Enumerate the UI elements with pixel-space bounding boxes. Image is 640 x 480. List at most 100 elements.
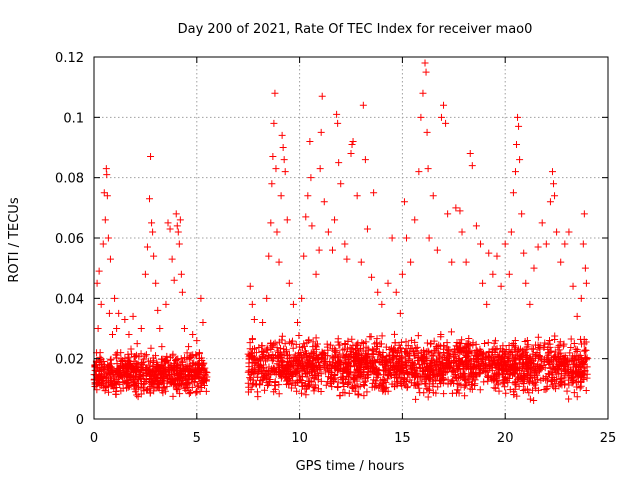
data-point — [420, 357, 428, 365]
data-point — [501, 358, 509, 366]
data-point — [343, 345, 351, 353]
data-point — [163, 357, 171, 365]
data-point — [100, 358, 108, 366]
data-point — [489, 270, 497, 278]
data-point — [462, 354, 470, 362]
data-point — [466, 150, 474, 158]
data-point — [349, 137, 357, 145]
data-point — [462, 364, 470, 372]
data-point — [193, 337, 201, 345]
data-point — [370, 189, 378, 197]
data-point — [437, 342, 445, 350]
data-point — [573, 361, 581, 369]
data-point — [306, 137, 314, 145]
y-tick-label: 0.1 — [63, 111, 84, 126]
data-point — [328, 246, 336, 254]
data-point — [429, 192, 437, 200]
data-point — [424, 165, 432, 173]
data-point — [174, 228, 182, 236]
data-point — [159, 363, 167, 371]
data-point — [177, 355, 185, 363]
data-point — [337, 373, 345, 381]
data-point — [289, 300, 297, 308]
data-point — [122, 384, 130, 392]
axis-ticks: 0 5 10 15 20 25 0 0.02 0.04 0.06 0.08 0.1 0.12 — [55, 51, 616, 446]
data-point — [573, 312, 581, 320]
data-point — [519, 386, 527, 394]
data-point — [537, 376, 545, 384]
data-point — [327, 368, 335, 376]
data-point — [152, 352, 160, 360]
data-point — [359, 101, 367, 109]
data-point — [563, 357, 571, 365]
data-point — [302, 213, 310, 221]
data-point — [364, 345, 372, 353]
data-point — [362, 338, 370, 346]
data-point — [437, 368, 445, 376]
data-point — [565, 395, 573, 403]
data-point — [200, 378, 208, 386]
data-point — [464, 340, 472, 348]
data-point — [199, 360, 207, 368]
y-tick-label: 0.02 — [55, 353, 84, 368]
data-point — [332, 348, 340, 356]
data-point — [550, 365, 558, 373]
data-point — [394, 357, 402, 365]
data-point — [351, 387, 359, 395]
data-point — [95, 267, 103, 275]
data-point — [263, 294, 271, 302]
data-point — [107, 355, 115, 363]
data-point — [363, 225, 371, 233]
data-point — [465, 359, 473, 367]
data-point — [259, 318, 267, 326]
data-point — [271, 385, 279, 393]
data-point — [289, 344, 297, 352]
data-point — [499, 342, 507, 350]
data-point — [195, 359, 203, 367]
data-point — [105, 369, 113, 377]
data-point — [462, 258, 470, 266]
data-point — [480, 378, 488, 386]
data-point — [393, 381, 401, 389]
data-point — [515, 355, 523, 363]
data-point — [127, 372, 135, 380]
data-point — [278, 373, 286, 381]
data-point — [502, 389, 510, 397]
data-point — [248, 300, 256, 308]
data-point — [326, 374, 334, 382]
data-point — [367, 367, 375, 375]
data-point — [540, 385, 548, 393]
data-point — [334, 353, 342, 361]
data-point — [282, 374, 290, 382]
data-point — [439, 376, 447, 384]
data-point — [570, 339, 578, 347]
data-point — [291, 368, 299, 376]
data-point — [454, 386, 462, 394]
data-point — [292, 340, 300, 348]
data-point — [351, 358, 359, 366]
data-point — [286, 374, 294, 382]
data-point — [142, 351, 150, 359]
data-point — [124, 356, 132, 364]
data-point — [169, 392, 177, 400]
data-point — [423, 353, 431, 361]
data-point — [514, 346, 522, 354]
data-point — [262, 373, 270, 381]
data-point — [534, 362, 542, 370]
data-point — [390, 348, 398, 356]
data-point — [510, 370, 518, 378]
data-point — [364, 373, 372, 381]
data-point — [180, 325, 188, 332]
data-point — [560, 374, 568, 382]
data-point — [425, 234, 433, 242]
data-point — [566, 349, 574, 357]
data-point — [106, 255, 114, 263]
data-point — [316, 361, 324, 369]
data-point — [99, 240, 107, 248]
data-point — [525, 389, 533, 397]
data-point — [568, 379, 576, 387]
data-point — [581, 264, 589, 272]
data-point — [376, 350, 384, 358]
data-point — [294, 318, 302, 326]
